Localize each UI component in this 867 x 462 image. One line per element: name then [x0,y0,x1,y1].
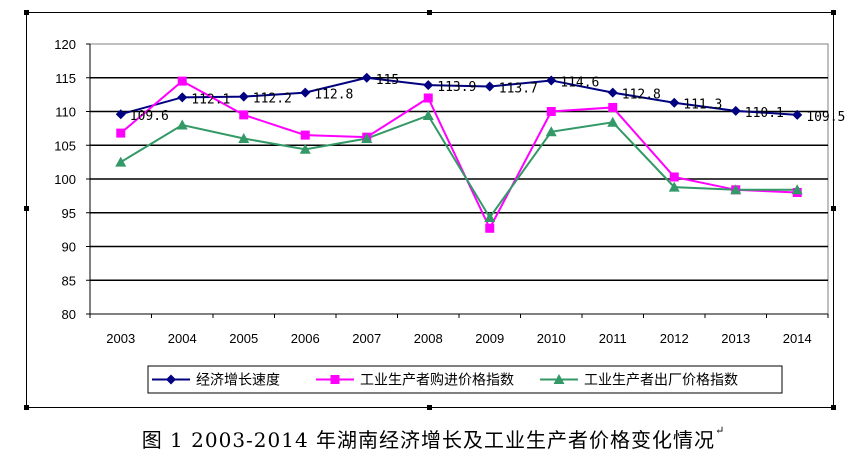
data-point-series-1 [361,72,372,83]
figure-caption-text: 图 1 2003-2014 年湖南经济增长及工业生产者价格变化情况 [141,428,716,452]
data-label: 113.7 [499,82,538,97]
frame-handle-right-middle [831,206,836,211]
data-point-series-2 [669,172,679,182]
data-label: 112.1 [191,92,230,107]
x-tick-label: 2010 [537,331,566,346]
frame-handle-top-right [831,10,836,15]
y-tick-label: 95 [62,206,76,221]
data-point-series-1 [546,75,557,86]
x-tick-label: 2006 [291,331,320,346]
data-point-series-3 [607,116,619,127]
data-point-series-2 [116,128,126,138]
data-label: 109.5 [806,110,845,125]
x-tick-label: 2005 [229,331,258,346]
data-label: 114.6 [560,75,599,90]
data-point-series-3 [238,133,250,143]
x-tick-label: 2011 [599,331,627,346]
data-point-series-3 [668,181,680,192]
x-tick-label: 2004 [168,331,197,346]
y-tick-label: 110 [55,105,76,120]
data-point-series-3 [115,156,127,167]
y-tick-label: 120 [54,37,76,52]
x-tick-label: 2008 [414,331,443,346]
data-point-series-1 [669,97,680,108]
data-point-series-2 [300,130,310,140]
data-point-series-1 [177,92,188,103]
data-point-series-2 [608,102,618,112]
figure-caption: 图 1 2003-2014 年湖南经济增长及工业生产者价格变化情况↵ [0,424,867,453]
frame-handle-bottom-right [831,405,836,410]
data-label: 111.3 [683,98,722,113]
data-point-series-1 [607,87,618,98]
legend-label: 工业生产者出厂价格指数 [584,373,738,389]
data-point-series-2 [485,223,495,233]
series-line-3 [120,114,798,220]
data-point-series-1 [115,109,126,120]
paragraph-mark: ↵ [715,424,726,437]
data-point-series-3 [730,184,742,195]
data-point-series-1 [423,80,434,91]
data-point-series-2 [546,107,556,116]
data-point-series-1 [300,87,311,98]
data-point-series-3 [361,133,373,143]
data-point-series-1 [792,109,803,120]
data-label: 112.2 [253,92,292,107]
x-tick-label: 2013 [721,331,750,346]
legend-box [147,365,783,394]
legend-swatch-marker [553,374,565,384]
x-tick-label: 2012 [660,331,689,346]
x-tick-label: 2009 [475,331,504,346]
frame-handle-top-left [24,10,29,15]
y-tick-label: 100 [54,172,76,187]
data-point-series-1 [238,91,249,102]
data-point-series-3 [422,110,434,121]
data-point-series-3 [176,119,188,130]
data-label: 112.8 [622,88,661,103]
y-tick-label: 80 [62,307,76,322]
legend-swatch-marker [330,375,340,384]
data-label: 110.1 [745,106,784,121]
data-point-series-3 [299,143,311,154]
y-tick-label: 85 [62,273,76,288]
legend-label: 经济增长速度 [196,373,280,389]
frame-handle-bottom-middle [427,405,432,410]
x-tick-label: 2003 [106,331,135,346]
data-point-series-2 [423,93,433,103]
frame-handle-bottom-left [24,405,29,410]
data-label: 115 [376,73,399,88]
data-point-series-3 [791,184,803,195]
x-tick-label: 2014 [783,331,812,346]
data-label: 109.6 [130,109,169,124]
data-point-series-3 [484,211,496,222]
data-point-series-2 [239,110,249,120]
y-tick-label: 115 [55,71,76,86]
legend-label: 工业生产者购进价格指数 [360,373,514,389]
data-point-series-1 [484,81,495,92]
data-point-series-3 [545,126,557,137]
data-point-series-2 [177,76,187,86]
data-point-series-1 [730,105,741,116]
y-tick-label: 105 [54,138,76,153]
y-tick-label: 90 [62,240,76,255]
series-line-2 [120,79,798,231]
series-line-1 [120,76,798,116]
frame-handle-left-middle [24,206,29,211]
chart-frame [24,10,836,410]
data-label: 112.8 [314,88,353,103]
x-tick-label: 2007 [352,331,381,346]
frame-handle-top-middle [427,10,432,15]
data-label: 113.9 [437,80,476,95]
legend-swatch-marker [166,374,176,385]
